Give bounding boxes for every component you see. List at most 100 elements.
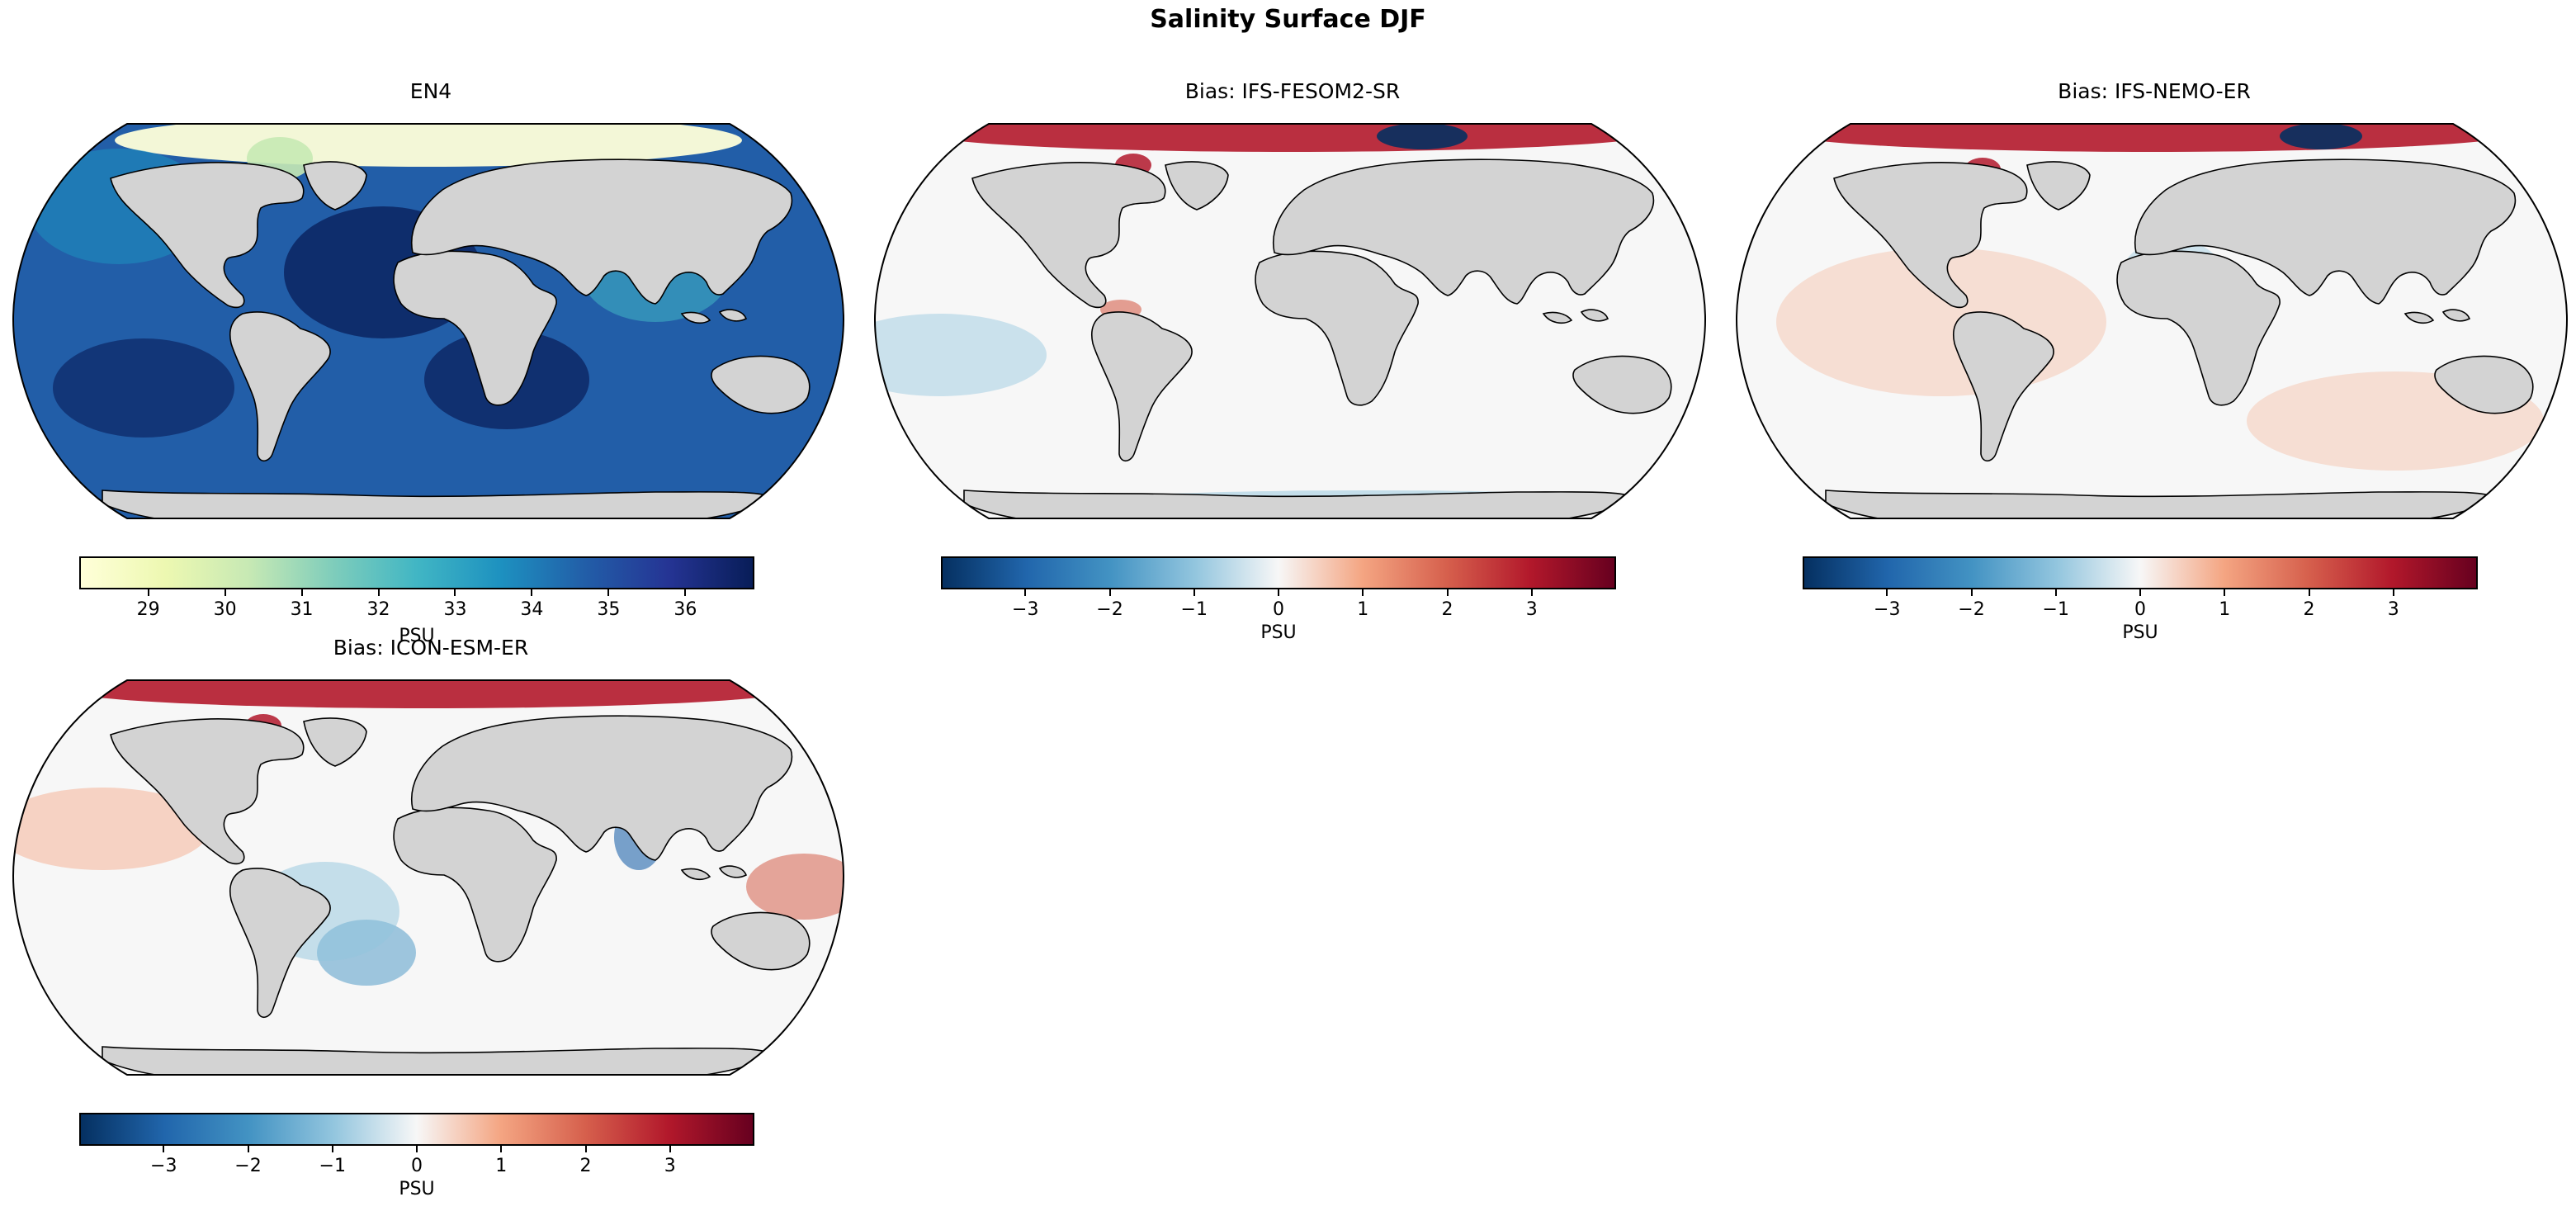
map-panel: Bias: IFS-NEMO-ER −3 −2 −1 0 1 2 3 PSU [1723,79,2576,674]
map-outline [12,679,845,1076]
tick-label: 3 [2387,599,2399,620]
colorbar-tick: −3 [1862,589,1912,620]
tick-label: 33 [443,599,467,620]
colorbar-label: PSU [399,1179,435,1199]
colorbar-tick: −2 [1947,589,1997,620]
colorbar-tick: −3 [1000,589,1050,620]
tick-label: 34 [520,599,544,620]
colorbar-tick: 0 [392,1146,442,1176]
anomaly-patch [919,124,1661,152]
colorbar-tick: 32 [354,589,404,620]
colorbar-tick: 35 [584,589,633,620]
anomaly-patch [875,314,1047,396]
colorbar-tick: 33 [430,589,480,620]
anomaly-patch [57,680,800,708]
tick-mark [163,1146,165,1152]
robinson-map [12,123,845,519]
colorbar [79,1113,754,1146]
tick-label: 1 [1357,599,1369,620]
tick-label: 3 [1525,599,1538,620]
colorbar-tick: 1 [2200,589,2249,620]
map-panel: Bias: IFS-FESOM2-SR −3 −2 −1 0 1 2 3 PSU [862,79,1723,674]
colorbar-ticks: 29 30 31 32 33 34 35 36 [79,589,754,622]
tick-label: −1 [2042,599,2069,620]
tick-mark [607,589,610,596]
tick-mark [1362,589,1364,596]
tick-mark [224,589,226,596]
colorbar-tick: 2 [2285,589,2334,620]
colorbar-tick: 31 [277,589,327,620]
tick-mark [454,589,456,596]
colorbar-tick: −1 [2031,589,2081,620]
colorbar-ticks: −3 −2 −1 0 1 2 3 [941,589,1616,622]
tick-mark [416,1146,418,1152]
tick-mark [1108,589,1111,596]
tick-label: 0 [411,1156,423,1176]
tick-mark [531,589,533,596]
tick-label: −1 [1180,599,1208,620]
colorbar-label: PSU [399,626,435,646]
colorbar-tick: −1 [308,1146,357,1176]
panel-title: Bias: IFS-NEMO-ER [2058,79,2251,103]
tick-mark [1446,589,1449,596]
tick-mark [2308,589,2310,596]
colorbar-tick: −3 [139,1146,188,1176]
colorbar-tick: 0 [2115,589,2165,620]
panel-title: EN4 [409,79,452,103]
panel-title: Bias: IFS-FESOM2-SR [1184,79,1401,103]
colorbar [1803,556,2478,589]
tick-mark [331,1146,333,1152]
colorbar-ticks: −3 −2 −1 0 1 2 3 [79,1146,754,1179]
anomaly-patch [1780,124,2523,152]
colorbar-tick: 3 [1507,589,1557,620]
tick-mark [1278,589,1279,596]
colorbar-label: PSU [1260,622,1297,643]
tick-label: 0 [1273,599,1284,620]
figure-title: Salinity Surface DJF [1150,5,1426,34]
tick-mark [2054,589,2057,596]
colorbar [941,556,1616,589]
tick-mark [584,1146,587,1152]
colorbar-tick: 29 [124,589,173,620]
tick-label: −2 [1958,599,1985,620]
tick-label: 2 [1441,599,1453,620]
colorbar-tick: −2 [1085,589,1135,620]
tick-label: 32 [366,599,390,620]
colorbar-tick: −1 [1170,589,1219,620]
colorbar-tick: 1 [476,1146,526,1176]
colorbar-tick: 1 [1338,589,1387,620]
tick-label: 0 [2134,599,2146,620]
tick-mark [147,589,149,596]
tick-label: 1 [2219,599,2231,620]
tick-label: 3 [664,1156,676,1176]
colorbar-tick: 34 [507,589,556,620]
map-panel: Bias: ICON-ESM-ER −3 −2 −1 0 1 2 3 PSU [0,636,862,1230]
tick-mark [1970,589,1973,596]
anomaly-patch [13,788,210,870]
colorbar-tick: 30 [201,589,250,620]
tick-label: −3 [1012,599,1039,620]
map-outline [1735,123,2569,519]
robinson-map [1735,123,2569,519]
anomaly-patch [53,338,234,438]
tick-mark [1530,589,1533,596]
tick-mark [300,589,303,596]
anomaly-patch [746,854,844,920]
anomaly-patch [1377,124,1468,149]
panel-title: Bias: ICON-ESM-ER [333,636,529,660]
tick-label: 1 [495,1156,508,1176]
tick-label: 31 [290,599,314,620]
colorbar-tick: 36 [660,589,710,620]
colorbar-label: PSU [2122,622,2158,643]
colorbar-ticks: −3 −2 −1 0 1 2 3 [1803,589,2478,622]
tick-mark [500,1146,503,1152]
map-outline [12,123,845,519]
tick-label: 2 [579,1156,592,1176]
tick-label: 2 [2303,599,2315,620]
tick-mark [2224,589,2226,596]
colorbar-tick: −2 [224,1146,273,1176]
colorbar-tick: 0 [1254,589,1303,620]
tick-mark [2139,589,2141,596]
tick-mark [247,1146,249,1152]
